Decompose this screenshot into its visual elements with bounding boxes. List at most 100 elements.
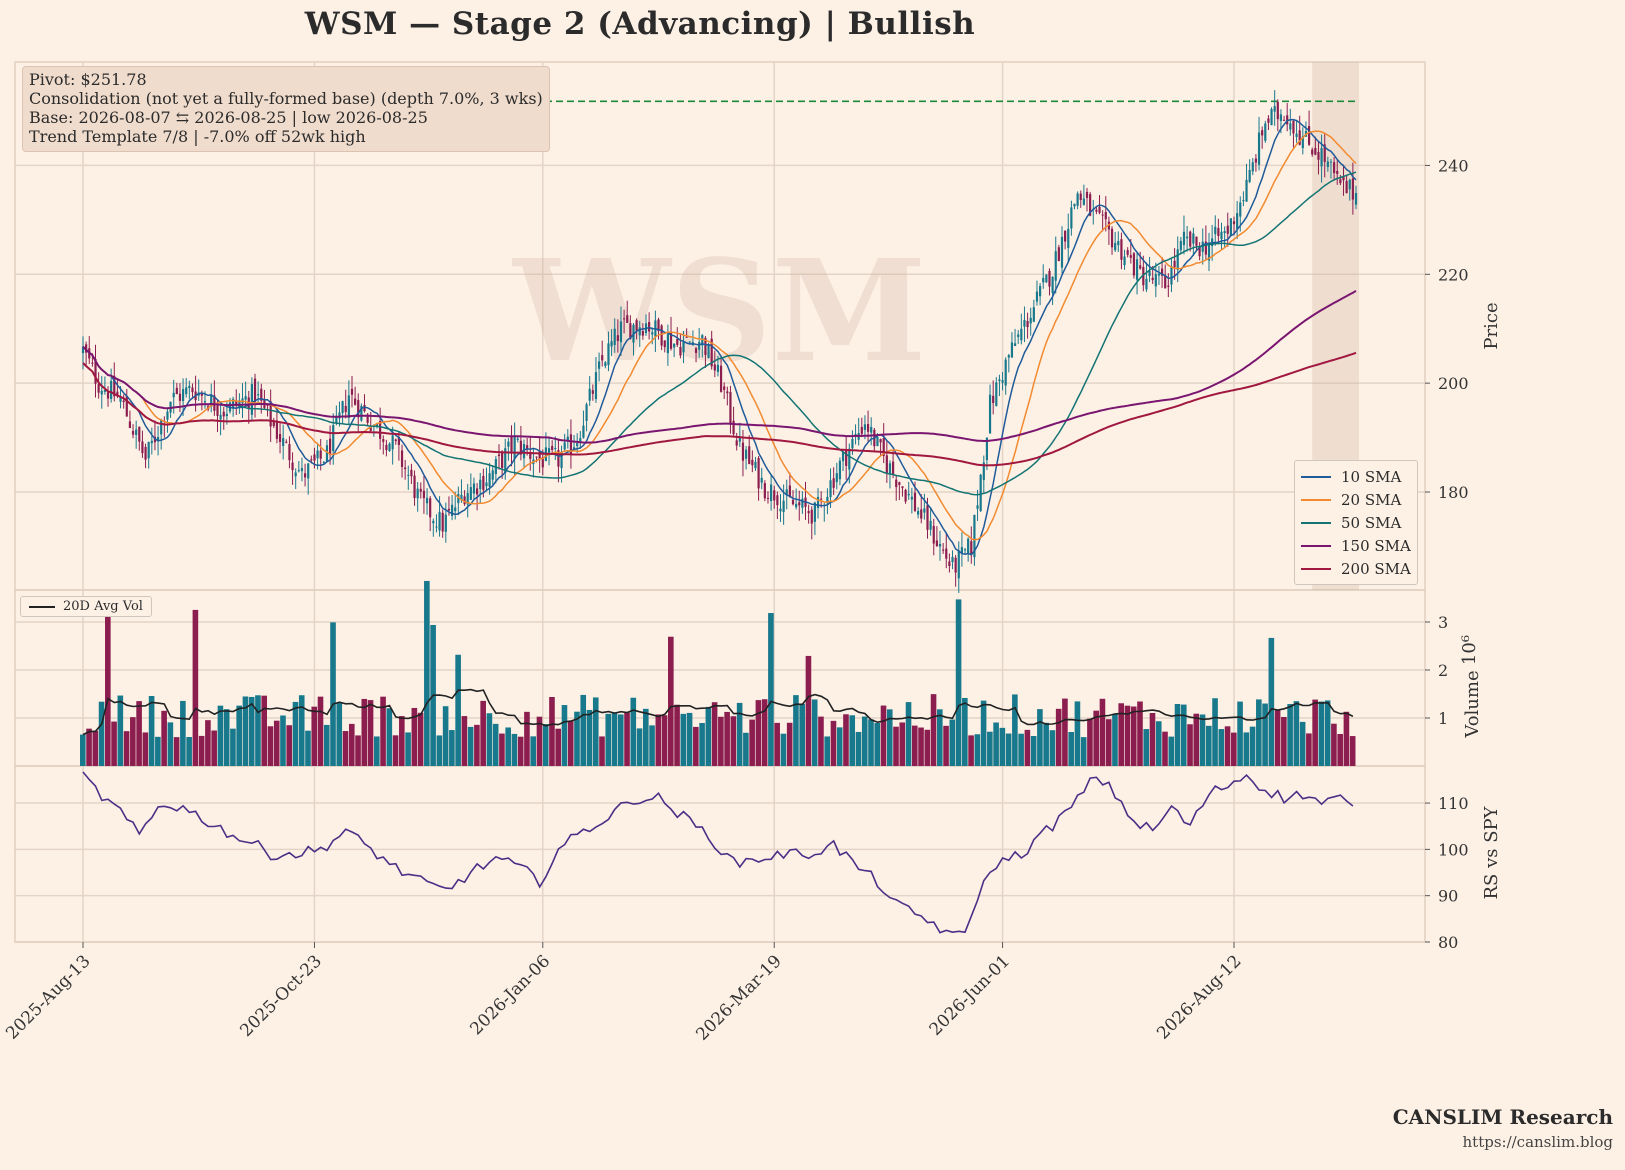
candle-body [178,393,182,401]
volume-bar [774,722,780,766]
candle-body [1170,266,1173,285]
sma10-line [82,118,1357,556]
volume-bar [98,701,105,766]
candle-body [1160,268,1164,276]
volume-bar [549,696,555,766]
volume-bar [1005,733,1012,766]
volume-bar [486,713,493,766]
candle-body [113,375,116,397]
candle-body [1082,198,1085,205]
volume-bar [655,714,662,766]
candle-body [1248,169,1251,182]
volume-bar [799,703,805,766]
volume-bar [693,726,699,766]
volume-bar [711,702,718,766]
candle-body [1020,328,1023,341]
candle-body [1251,162,1254,172]
candle-body [801,498,804,508]
volume-bar [1062,698,1068,766]
candle-body [1167,285,1170,287]
candle-body [547,448,551,453]
volume-bar [561,705,568,766]
candle-body [876,436,879,447]
volume-bar [330,622,336,766]
candle-body [560,452,563,469]
candle-body [998,379,1001,382]
candle-body [1295,133,1298,137]
volume-bar [824,736,831,766]
candle-body [770,484,773,502]
volume-bar [930,694,937,766]
candle-body [860,426,863,434]
candle-body [666,334,669,354]
candle-body [776,495,779,506]
volume-bar [768,613,774,766]
volume-bar [705,706,712,766]
candle-body [1126,250,1129,255]
candle-body [1242,200,1245,202]
candle-body [454,507,457,512]
volume-bar [599,736,605,766]
candle-body [354,398,357,405]
volume-bar [605,713,612,766]
candle-body [766,497,770,499]
candle-body [81,346,85,354]
candle-body [1307,126,1311,145]
volume-bar [642,708,649,766]
candle-body [507,441,510,447]
volume-bar [649,725,655,766]
candle-body [1289,123,1292,130]
volume-bar [280,715,286,766]
candle-body [870,426,873,433]
base-range-text: Base: 2026-08-07 ⇆ 2026-08-25 | low 2026… [29,108,428,127]
volume-bar [1174,703,1181,766]
legend-sma50: 50 SMA [1301,511,1411,534]
volume-bar [974,734,981,766]
volume-bar [167,722,174,766]
candle-body [1148,271,1151,277]
volume-bar [1237,701,1243,766]
volume-bar [524,711,530,766]
candle-body [917,510,920,515]
volume-bar [92,730,99,766]
candle-body [782,500,785,513]
candle-body [1057,247,1060,262]
candle-body [979,474,982,511]
candle-body [522,444,526,459]
volume-bar [755,700,762,766]
volume-bar [736,702,743,766]
volume-bar [1080,737,1087,766]
volume-bar [1337,734,1343,766]
candle-body [313,454,316,461]
candle-body [576,443,579,447]
candle-body [1270,108,1273,126]
candle-body [1151,277,1154,281]
candle-body [995,382,998,406]
candle-body [1045,274,1048,283]
candle-body [1104,212,1107,220]
candle-body [441,512,444,532]
volume-bar [1205,725,1212,766]
x-tick-label: 2026-Jun-01 [926,951,1014,1039]
volume-bar [1281,716,1287,766]
volume-bar [474,724,480,766]
candle-body [1336,171,1339,174]
candle-body [579,438,582,443]
candle-body [626,315,629,323]
volume-bar [511,733,518,766]
candle-body [338,412,341,419]
candle-body [1282,119,1286,121]
candle-body [920,509,923,519]
candle-body [1004,359,1007,386]
candle-body [479,479,482,490]
candle-body [992,395,995,404]
candle-body [1254,158,1258,163]
candle-body [1064,230,1067,242]
volume-tick-label: 2 [1438,661,1448,680]
rs-tick-label: 100 [1438,840,1469,859]
candle-body [1154,274,1157,287]
candle-body [425,497,429,504]
candle-body [826,496,829,504]
volume-bar [323,724,330,766]
candle-body [791,500,795,505]
